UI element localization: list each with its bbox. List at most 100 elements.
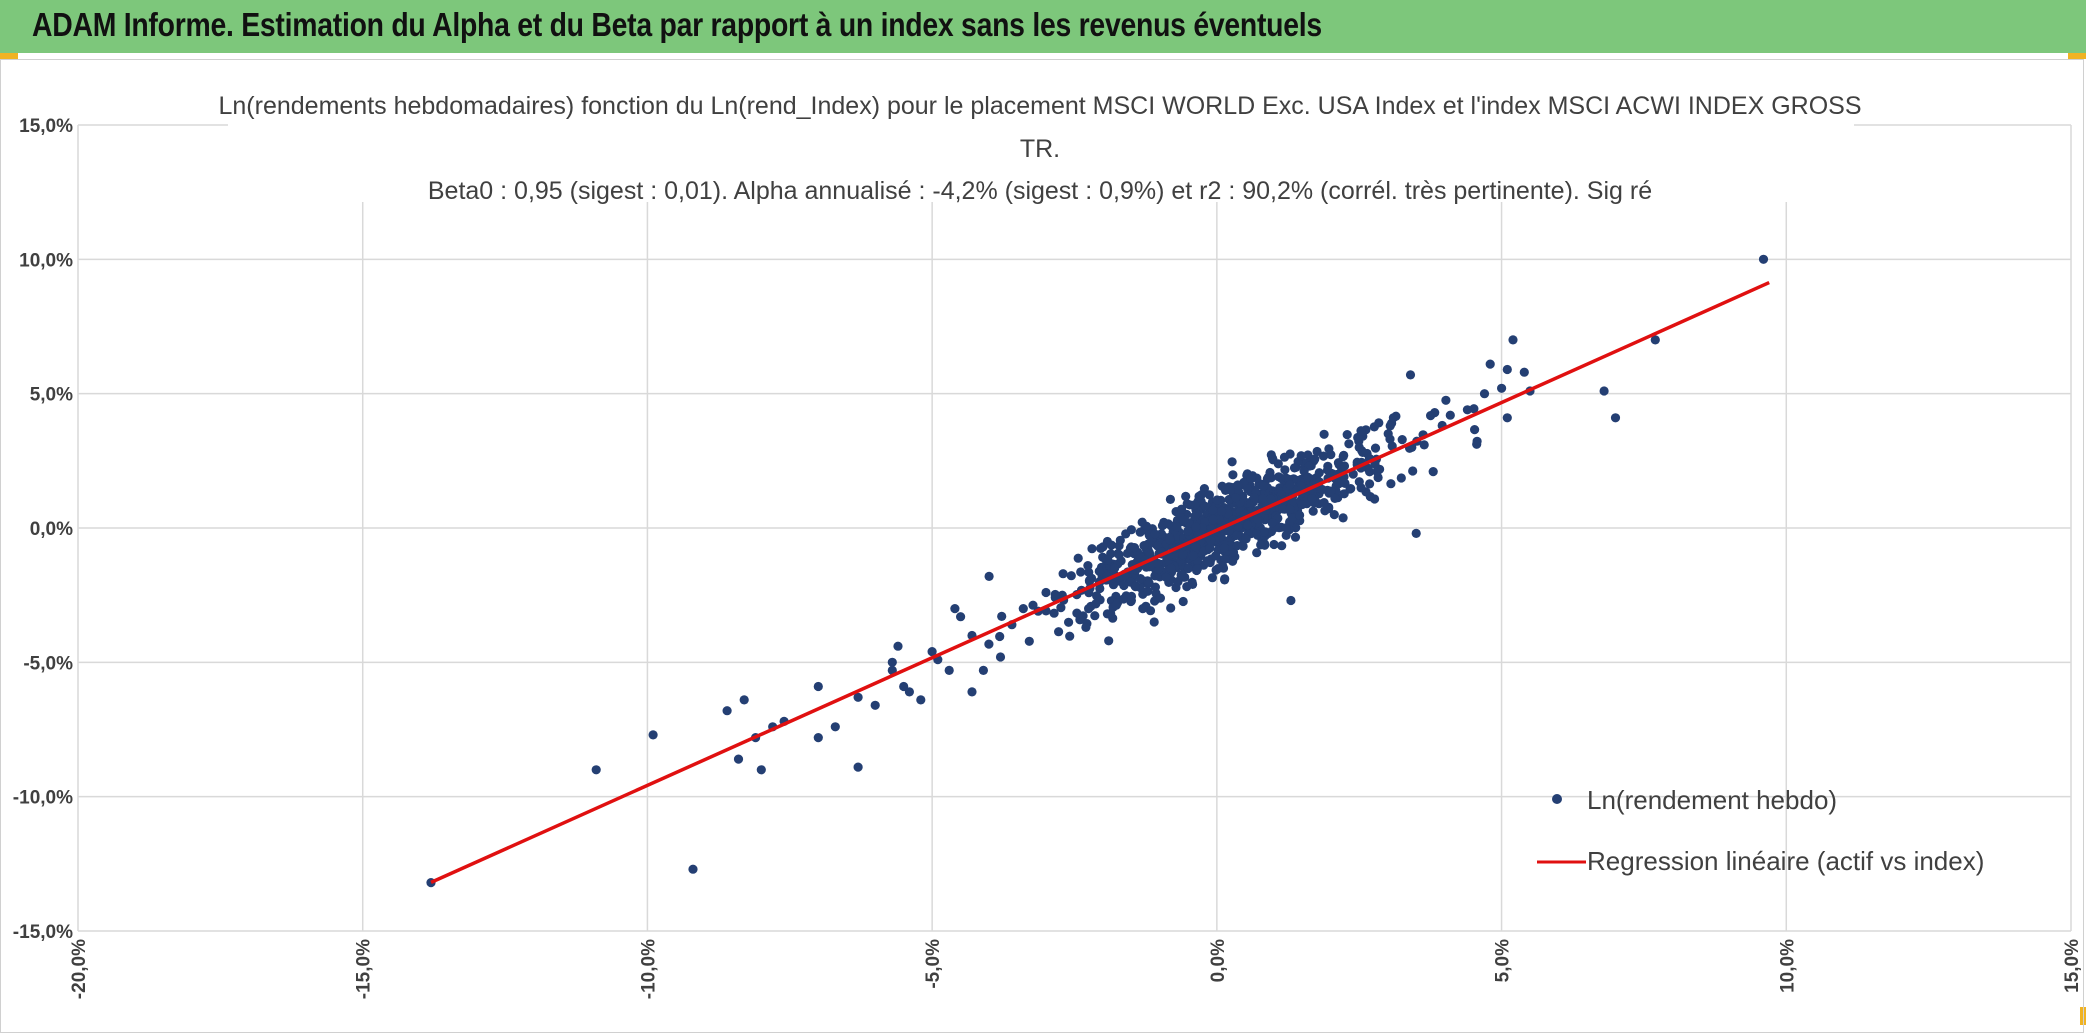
x-tick-label: 0,0% [1208, 939, 1229, 982]
data-point [904, 687, 915, 697]
data-point [1103, 555, 1113, 565]
x-tick-label: -15,0% [354, 939, 375, 999]
data-point [1207, 573, 1217, 583]
legend-label-regression: Regression linéaire (actif vs index) [1587, 846, 1984, 876]
data-point [1172, 522, 1182, 532]
data-point [733, 754, 744, 764]
legend: Ln(rendement hebdo) Regression linéaire … [1537, 785, 1984, 876]
corner-marker-right [2068, 53, 2086, 59]
data-point [1098, 542, 1108, 552]
data-point [1183, 526, 1193, 536]
data-point [1227, 457, 1237, 467]
data-point [1314, 468, 1324, 478]
regression-line-path [430, 280, 1770, 884]
data-point [1078, 611, 1088, 621]
data-point [1176, 504, 1187, 514]
data-point [1110, 563, 1120, 574]
data-point [1081, 622, 1091, 633]
data-point [1259, 527, 1269, 537]
data-point [1330, 493, 1340, 503]
data-point [1285, 504, 1295, 514]
data-point [1385, 421, 1395, 431]
data-point [1165, 494, 1175, 504]
x-tick-label: 5,0% [1493, 939, 1514, 982]
data-point [1318, 451, 1329, 461]
data-point [1419, 440, 1429, 450]
y-tick-label: 15,0% [19, 116, 73, 137]
data-point [1426, 411, 1436, 421]
data-point [1231, 493, 1241, 503]
data-point [1312, 446, 1322, 457]
data-point [1339, 461, 1350, 471]
data-point [899, 681, 909, 692]
report-title: ADAM Informe. Estimation du Alpha et du … [32, 6, 1322, 43]
data-point [1365, 479, 1375, 489]
data-point [1050, 589, 1060, 600]
x-tick-label: -10,0% [638, 939, 659, 999]
legend-label-series: Ln(rendement hebdo) [1587, 785, 1837, 815]
data-point [1356, 426, 1366, 436]
data-point [1139, 541, 1149, 551]
data-point [1279, 452, 1290, 462]
data-point [870, 700, 880, 710]
data-point [916, 695, 926, 705]
y-tick-label: 10,0% [19, 250, 73, 271]
data-point [1497, 383, 1507, 393]
data-point [1024, 636, 1034, 646]
data-point [1370, 494, 1380, 504]
data-point [1285, 480, 1295, 490]
data-point [1041, 587, 1051, 598]
y-tick-label: -10,0% [13, 788, 73, 809]
data-point [1196, 490, 1206, 500]
data-point [1319, 429, 1329, 439]
data-point [1287, 497, 1297, 508]
data-point [1326, 486, 1336, 496]
data-point [978, 665, 989, 676]
data-point [1287, 513, 1297, 523]
data-point [1267, 518, 1277, 528]
data-point [1150, 529, 1160, 539]
data-point [1259, 481, 1269, 491]
data-point [1138, 604, 1148, 614]
data-point [1428, 467, 1438, 477]
data-point [1179, 515, 1189, 525]
data-point [1028, 600, 1038, 610]
data-point [1396, 473, 1406, 483]
y-tick-label: 0,0% [30, 519, 73, 540]
data-point [950, 604, 960, 614]
chart-title-line-2: TR. [1020, 135, 1060, 163]
data-point [1181, 491, 1191, 501]
data-point [1310, 454, 1320, 464]
data-point [1083, 561, 1093, 571]
data-point [739, 695, 749, 705]
data-point [1066, 571, 1076, 581]
data-point [1126, 525, 1136, 535]
data-point [591, 765, 601, 775]
data-point [1153, 558, 1163, 569]
data-point [1277, 541, 1287, 551]
data-point [1344, 439, 1354, 449]
data-point [1204, 490, 1214, 500]
data-point [1385, 434, 1395, 444]
data-point [1354, 442, 1364, 452]
data-point [1049, 608, 1059, 618]
data-point [1252, 514, 1262, 524]
data-point [1182, 499, 1192, 509]
data-point [1182, 582, 1192, 592]
data-point [1104, 636, 1114, 646]
data-point [1397, 435, 1407, 445]
data-point [1405, 370, 1416, 380]
data-point [722, 706, 732, 716]
data-point [1130, 582, 1141, 592]
data-point [1219, 543, 1229, 553]
data-point [1091, 599, 1101, 609]
data-point [1087, 544, 1097, 554]
data-point [1135, 574, 1146, 584]
data-point [1353, 432, 1363, 443]
data-point [1192, 564, 1202, 574]
data-point [1058, 569, 1068, 579]
data-point [1191, 542, 1201, 552]
data-point [1354, 477, 1364, 487]
data-point [1308, 506, 1318, 516]
